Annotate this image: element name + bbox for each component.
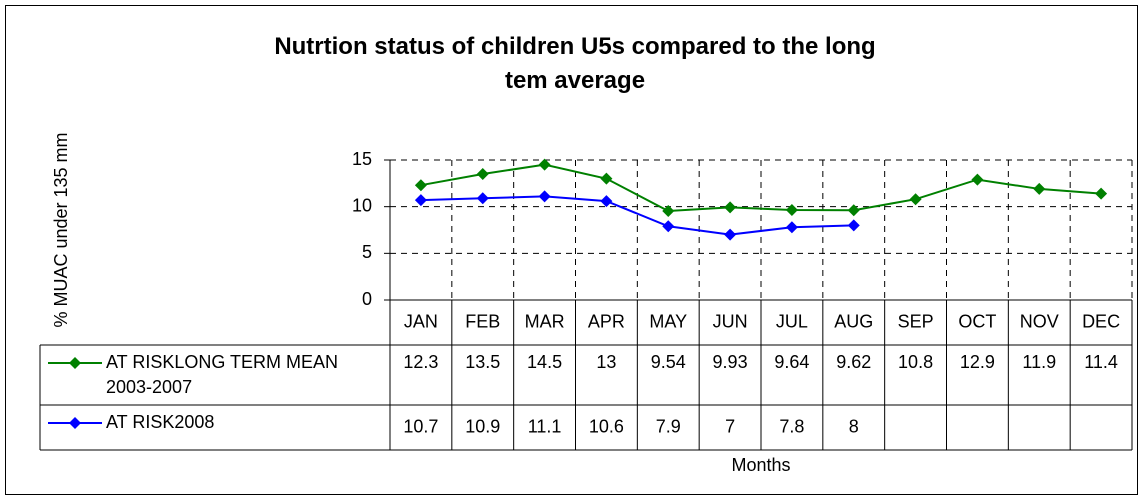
x-tick-label: FEB	[465, 311, 500, 331]
x-tick-label: SEP	[898, 311, 934, 331]
legend-box: AT RISK2008	[106, 412, 215, 432]
table-value: 9.62	[836, 352, 871, 372]
marker	[414, 179, 427, 192]
table-value: 12.9	[960, 352, 995, 372]
series-line	[420, 195, 854, 236]
marker	[847, 219, 860, 232]
series-line	[420, 163, 1102, 212]
marker	[724, 228, 737, 241]
x-tick-label: JUN	[713, 311, 748, 331]
table-value: 11.4	[1084, 352, 1118, 372]
table-value: 9.93	[713, 352, 748, 372]
marker	[785, 221, 798, 234]
chart-title: Nutrtion status of children U5s compared…	[274, 33, 876, 94]
table-value: 7.8	[779, 416, 804, 436]
table-value: 14.5	[527, 352, 562, 372]
marker	[600, 195, 613, 208]
marker	[724, 201, 737, 214]
x-tick-label: MAY	[649, 311, 687, 331]
table-value: 13	[596, 352, 616, 372]
marker	[971, 173, 984, 186]
x-tick-label: NOV	[1020, 311, 1059, 331]
chart-border	[5, 5, 1138, 495]
marker	[847, 204, 860, 217]
table-value: 10.9	[465, 416, 500, 436]
table-value: 8	[849, 416, 859, 436]
marker	[538, 190, 551, 203]
marker	[414, 194, 427, 207]
legend-marker	[69, 417, 81, 429]
legend-label: AT RISKLONG TERM MEAN 2003-2007	[106, 352, 339, 397]
marker	[600, 172, 613, 185]
table-value: 11.9	[1022, 352, 1056, 372]
legend-label: AT RISK2008	[106, 412, 215, 432]
marker	[476, 192, 489, 205]
table-value: 12.3	[403, 352, 438, 372]
table-value: 11.1	[528, 416, 562, 436]
marker	[909, 193, 922, 206]
y-tick-label: 0	[362, 289, 372, 309]
x-tick-label: APR	[588, 311, 625, 331]
table-value: 10.8	[898, 352, 933, 372]
y-tick-label: 5	[362, 242, 372, 262]
x-tick-label: OCT	[958, 311, 996, 331]
marker	[1033, 182, 1046, 195]
marker	[538, 158, 551, 171]
table-value: 13.5	[465, 352, 500, 372]
marker	[662, 220, 675, 233]
legend-box: AT RISKLONG TERM MEAN 2003-2007	[106, 352, 339, 397]
table-value: 7.9	[656, 416, 681, 436]
x-tick-label: MAR	[525, 311, 565, 331]
x-tick-label: DEC	[1082, 311, 1120, 331]
x-tick-label: JAN	[404, 311, 438, 331]
title-box: Nutrtion status of children U5s compared…	[274, 33, 876, 94]
x-tick-label: JUL	[776, 311, 808, 331]
marker	[1095, 187, 1108, 200]
y-axis-label: % MUAC under 135 mm	[51, 132, 71, 327]
y-tick-label: 10	[352, 195, 372, 215]
table-value: 9.64	[774, 352, 809, 372]
table-value: 7	[725, 416, 735, 436]
x-tick-label: AUG	[834, 311, 873, 331]
table-value: 10.7	[403, 416, 438, 436]
marker	[662, 204, 675, 217]
y-tick-label: 15	[352, 149, 372, 169]
marker	[476, 168, 489, 180]
legend-marker	[69, 357, 81, 369]
marker	[785, 204, 798, 217]
table-value: 9.54	[651, 352, 686, 372]
x-axis-label: Months	[731, 455, 790, 475]
table-value: 10.6	[589, 416, 624, 436]
